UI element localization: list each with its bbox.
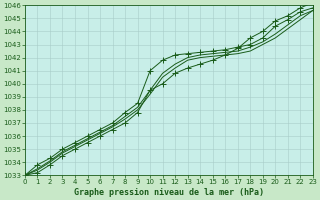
X-axis label: Graphe pression niveau de la mer (hPa): Graphe pression niveau de la mer (hPa) <box>74 188 264 197</box>
